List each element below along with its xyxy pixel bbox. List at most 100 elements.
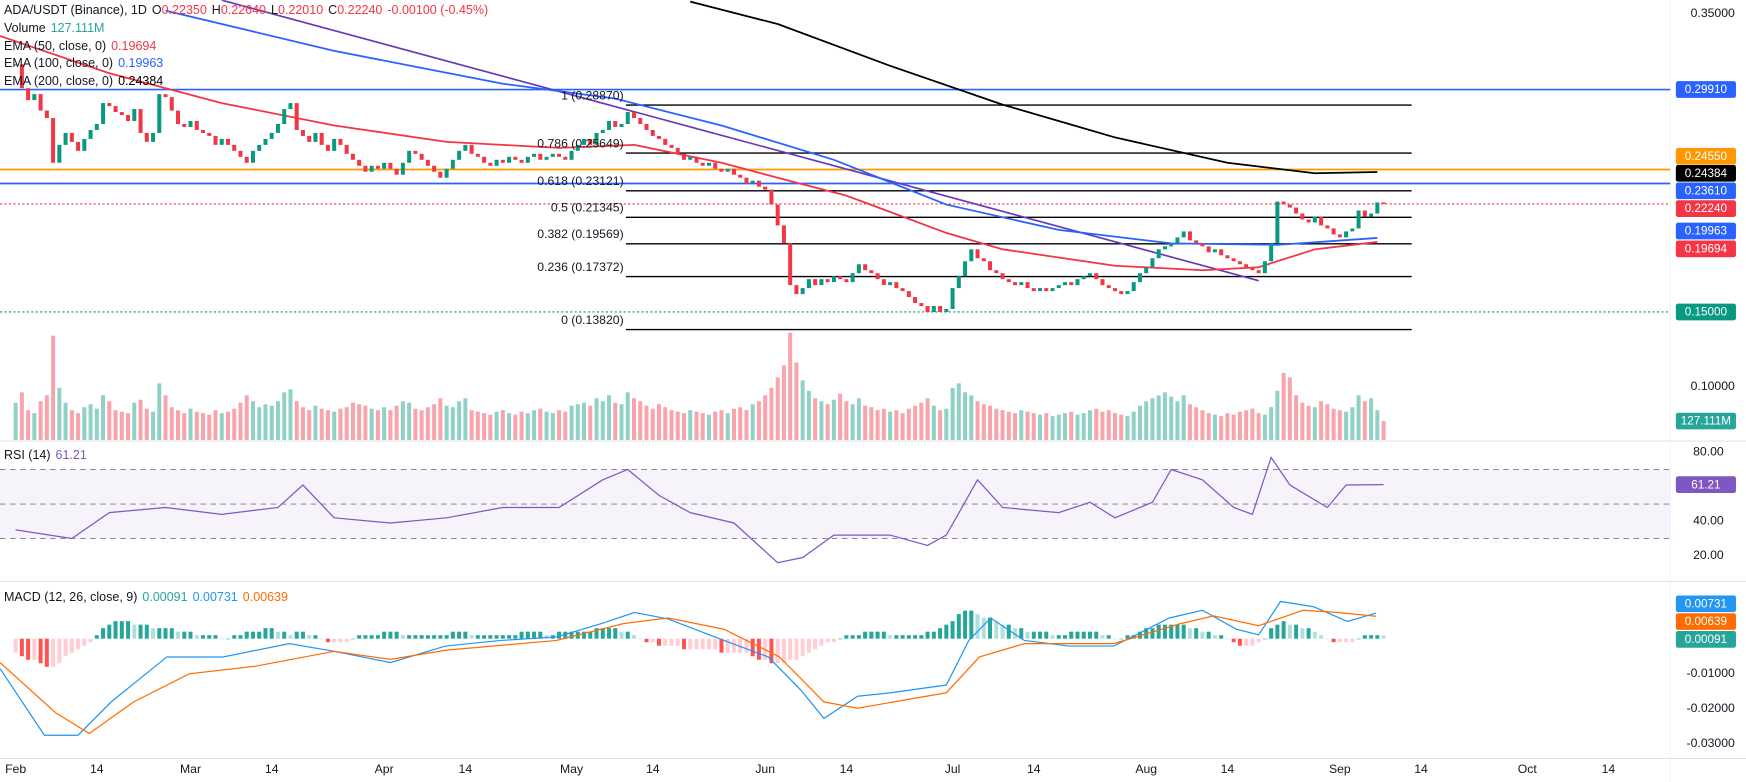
volume-bar [650,408,655,440]
candle [825,279,830,283]
macd-hist-bar [157,628,162,639]
volume-bar [407,402,412,440]
x-tick-label: 14 [90,762,104,776]
candle [900,288,905,292]
candle [1237,261,1242,265]
volume-bar [600,401,605,440]
volume-bar [975,401,980,440]
candle [1231,258,1236,262]
macd-hist-bar [669,638,674,646]
volume-bar [588,405,593,440]
candle [300,129,305,136]
volume-bar [332,411,337,440]
macd-hist-bar [1050,635,1055,639]
macd-hist-bar [344,638,349,643]
volume-bar [300,407,305,440]
volume-bar [425,407,430,440]
price-tag-label: 0.00639 [1685,615,1727,628]
candle [625,112,630,124]
price-tag-label: 127.111M [1681,415,1731,428]
volume-bar [51,335,56,440]
macd-hist-bar [76,638,81,650]
volume-bar [875,410,880,440]
volume-bar [663,407,668,440]
candle [1256,270,1261,274]
macd-hist-bar [169,628,174,639]
price-tag-label: 0.00091 [1685,633,1727,646]
candle [806,279,811,289]
rsi-tick-label: 80.00 [1693,444,1724,458]
candle [925,306,930,312]
candle [1050,288,1055,292]
volume-bar [550,413,555,440]
volume-bar [1287,377,1292,440]
candle [781,225,786,244]
volume-bar [1144,401,1149,440]
macd-hist-bar [126,621,131,639]
macd-hist-value: 0.00091 [142,590,188,604]
candle [469,144,474,154]
volume-bar [1000,410,1005,440]
volume-bar [176,410,181,440]
macd-hist-bar [132,624,137,639]
candle [138,109,143,133]
candle [400,162,405,175]
macd-hist-bar [375,635,380,639]
macd-hist-bar [713,638,718,650]
candle [1125,291,1130,295]
macd-hist-bar [1162,624,1167,639]
volume-bar [981,404,986,440]
x-tick-label: May [560,762,584,776]
macd-hist-bar [57,638,62,664]
ema-value: 0.24384 [118,74,164,89]
volume-bar [107,401,112,440]
macd-hist-bar [1038,631,1043,639]
volume-bar [1006,411,1011,440]
volume-bar [1156,395,1161,440]
candle [819,279,824,286]
volume-bar [163,395,168,440]
fib-label: 0.618 (0.23121) [537,174,623,188]
macd-hist-bar [538,631,543,639]
candle [51,118,56,163]
volume-bar [688,410,693,440]
macd-hist-bar [1219,635,1224,639]
volume-bar [1175,401,1180,440]
macd-hist-bar [938,628,943,639]
macd-hist-bar [432,635,437,639]
rsi-pane [0,456,1671,564]
candle [681,153,686,160]
macd-hist-bar [194,635,199,639]
macd-hist-bar [413,635,418,639]
volume-bar [188,408,193,440]
macd-hist-bar [488,635,493,639]
price-tag [1675,164,1736,182]
volume-bar [1325,404,1330,440]
macd-hist-bar [482,635,487,639]
volume-bar [869,407,874,440]
volume-bar [1381,421,1386,440]
candle [1013,282,1018,286]
x-tick-label: 14 [1221,762,1235,776]
volume-bar [313,405,318,440]
candle [182,123,187,127]
volume-bar [1169,396,1174,440]
x-tick-label: 14 [840,762,854,776]
macd-hist-bar [719,638,724,653]
candle [850,273,855,283]
ohlc-key: L [271,3,278,17]
volume-bar [913,405,918,440]
macd-hist-bar [1056,635,1061,639]
macd-hist-bar [1063,635,1068,639]
volume-bar [1056,414,1061,440]
candle [482,156,487,163]
candle [813,279,818,286]
volume-bar [275,401,280,440]
candle [1081,276,1086,280]
ohlc-value: 0.22240 [337,3,383,17]
candle [176,110,181,124]
volume-bar [325,410,330,440]
macd-hist-bar [219,638,224,640]
volume-bar [644,405,649,440]
macd-hist-bar [1256,638,1261,643]
